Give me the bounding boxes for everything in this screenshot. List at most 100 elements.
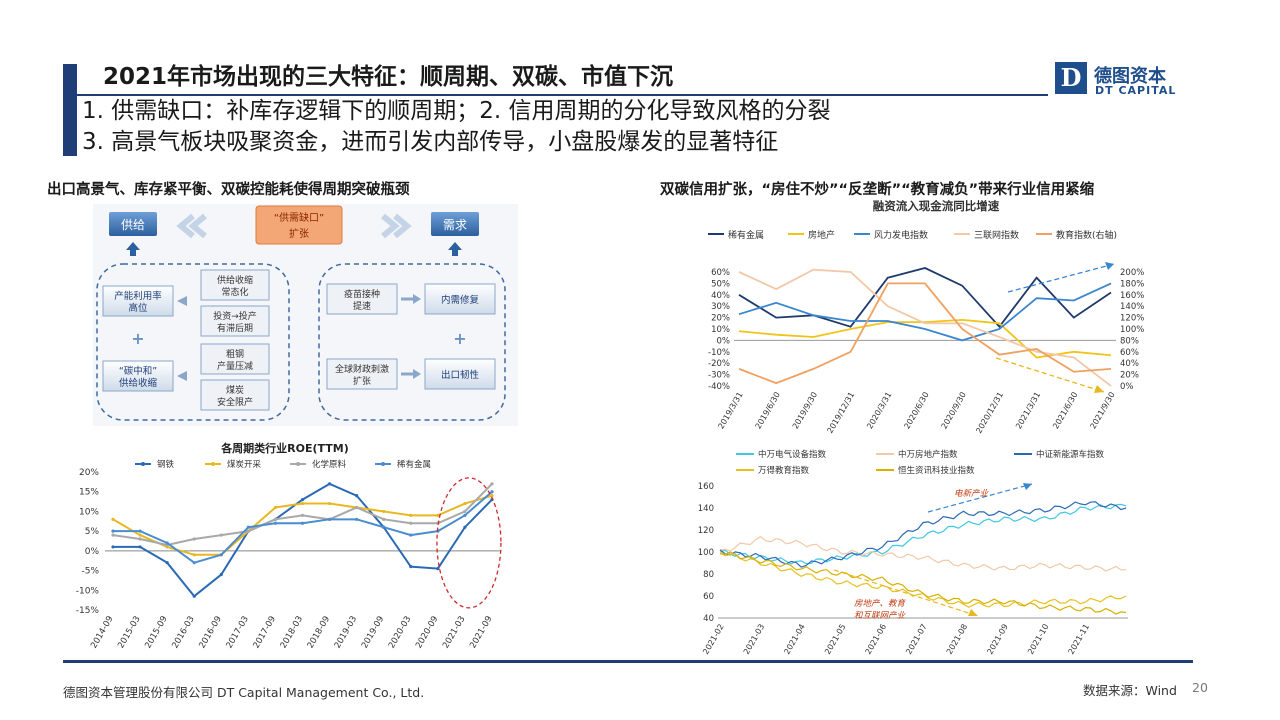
legend-label: 中证新能源车指数	[1036, 449, 1105, 460]
y-tick-label-right: 0%	[1120, 382, 1134, 392]
legend-label: 三联网指数	[974, 229, 1019, 241]
legend-label: 稀有金属	[397, 459, 431, 470]
right-plus-sign: +	[453, 329, 466, 348]
y-tick-label-right: 40%	[1120, 359, 1139, 369]
series-point	[165, 541, 169, 545]
series-point	[355, 494, 359, 498]
series-line-中万房地产指数	[719, 535, 1127, 572]
page-title: 2021年市场出现的三大特征：顺周期、双碳、市值下沉	[103, 64, 674, 90]
series-line-中证新能源车指数	[719, 501, 1127, 568]
subtitle-line-2: 3. 高景气板块吸聚资金，进而引发内部传导，小盘股爆发的显著特征	[82, 129, 779, 155]
x-tick-label: 2015-03	[116, 615, 142, 651]
demand-label: 需求	[443, 218, 467, 232]
title-accent-bar	[63, 64, 77, 156]
x-tick-label: 2021-09	[985, 623, 1010, 656]
series-point	[463, 513, 467, 517]
series-point	[138, 545, 142, 549]
carbon-neutral-box	[102, 360, 174, 392]
series-point	[327, 517, 332, 521]
y-tick-label: 20%	[79, 468, 99, 478]
y-tick-label: -15%	[76, 606, 100, 616]
title-underline	[63, 94, 1048, 96]
logo-chinese-name: 德图资本	[1094, 66, 1166, 87]
series-point	[382, 525, 386, 529]
series-point	[219, 533, 223, 537]
series-point	[409, 513, 413, 517]
x-tick-label: 2020-03	[387, 615, 413, 651]
legend-label: 万得教育指数	[758, 465, 810, 476]
roe-chart: 各周期类行业ROE(TTM) 钢铁 煤炭开采 化学原料 稀有金属 20% 15% 10% 5% 0…	[76, 441, 502, 651]
annotation-top: 电新产业	[954, 488, 990, 499]
series-point	[111, 545, 115, 549]
side-box-2-a: 投资→投产	[213, 310, 257, 322]
legend-label: 煤炭开采	[227, 459, 262, 470]
series-line-稀有金属	[738, 267, 1112, 329]
demand-group-frame	[318, 263, 506, 421]
x-tick-label: 2021-03	[742, 623, 767, 656]
y-tick-label-right: 200%	[1120, 268, 1144, 278]
legend-marker	[211, 462, 215, 466]
series-point	[300, 501, 305, 506]
side-box-4	[200, 379, 270, 411]
y-tick-label-right: 80%	[1120, 336, 1139, 346]
y-tick-label-left: -10%	[708, 348, 730, 358]
x-tick-label: 2018-03	[279, 615, 305, 651]
legend-marker	[381, 462, 385, 466]
x-tick-label: 2015-09	[143, 615, 169, 651]
series-point	[409, 565, 413, 569]
series-point	[409, 533, 413, 537]
y-tick-label: 120	[698, 526, 714, 536]
series-point	[300, 521, 305, 525]
supply-gap-line1: “供需缺口”	[274, 211, 324, 224]
legend-label: 中万房地产指数	[898, 449, 958, 460]
trend-down-arrow-head	[968, 609, 978, 616]
series-point	[138, 537, 142, 541]
series-point	[463, 501, 467, 506]
right-panel-heading: 双碳信用扩张，“房住不炒”“反垄断”“教育减负”带来行业信用紧缩	[660, 182, 1095, 198]
series-point	[382, 517, 386, 521]
x-tick-label: 2018-09	[306, 615, 332, 651]
series-point	[327, 501, 332, 506]
x-tick-label: 2020-09	[414, 615, 440, 651]
x-tick-label: 2021-08	[945, 623, 970, 656]
domestic-demand-label: 内需修复	[441, 294, 480, 306]
x-tick-label: 2021-07	[904, 623, 929, 656]
supply-up-arrow-icon	[126, 242, 140, 256]
legend-label: 风力发电指数	[874, 229, 928, 241]
capacity-utilization-label: 产能利用率	[114, 290, 162, 302]
x-tick-label: 2019/9/30	[791, 391, 819, 431]
side-box-1-a: 供给收缩	[217, 274, 253, 286]
series-point	[246, 529, 250, 533]
vaccine-label-a: 疫苗接种	[344, 288, 380, 300]
side-box-1-b: 常态化	[221, 286, 248, 298]
capacity-utilization-box	[102, 285, 174, 317]
side-box-4-a: 煤炭	[226, 384, 244, 396]
x-tick-label: 2019/12/31	[825, 391, 856, 435]
series-line-教育指数(右轴)	[738, 282, 1112, 385]
series-point	[490, 482, 494, 486]
carbon-neutral-label-2: 供给收缩	[119, 377, 158, 389]
series-point	[327, 482, 332, 486]
series-line-恒生资讯科技业指数	[719, 551, 1127, 615]
series-point	[355, 517, 359, 521]
y-tick-label-left: 50%	[711, 279, 730, 289]
legend-label: 教育指数(右轴)	[1056, 229, 1117, 241]
x-tick-label: 2020/12/31	[974, 391, 1005, 435]
footer-company: 德图资本管理股份有限公司 DT Capital Management Co., …	[63, 685, 425, 700]
supply-gap-line2: 扩张	[289, 227, 309, 240]
legend-marker	[296, 462, 300, 466]
y-tick-label-left: -20%	[708, 359, 730, 369]
x-tick-label: 2021-04	[782, 623, 807, 656]
data-source: 数据来源：Wind	[1083, 683, 1177, 698]
fiscal-stimulus-label-b: 扩张	[353, 375, 371, 387]
side-box-4-b: 安全限产	[217, 396, 253, 408]
series-point	[138, 533, 142, 537]
x-tick-label: 2021/3/31	[1014, 391, 1042, 431]
x-tick-label: 2017-09	[252, 615, 278, 651]
supply-demand-diagram: 供给 “供需缺口” 扩张 需求 产能利用率 高位 + “碳中和” 供给收缩 供给…	[96, 205, 506, 421]
export-resilience-label: 出口韧性	[441, 369, 480, 381]
y-tick-label-left: 40%	[711, 291, 730, 301]
supply-gap-box	[255, 205, 343, 245]
side-box-2	[200, 305, 270, 337]
